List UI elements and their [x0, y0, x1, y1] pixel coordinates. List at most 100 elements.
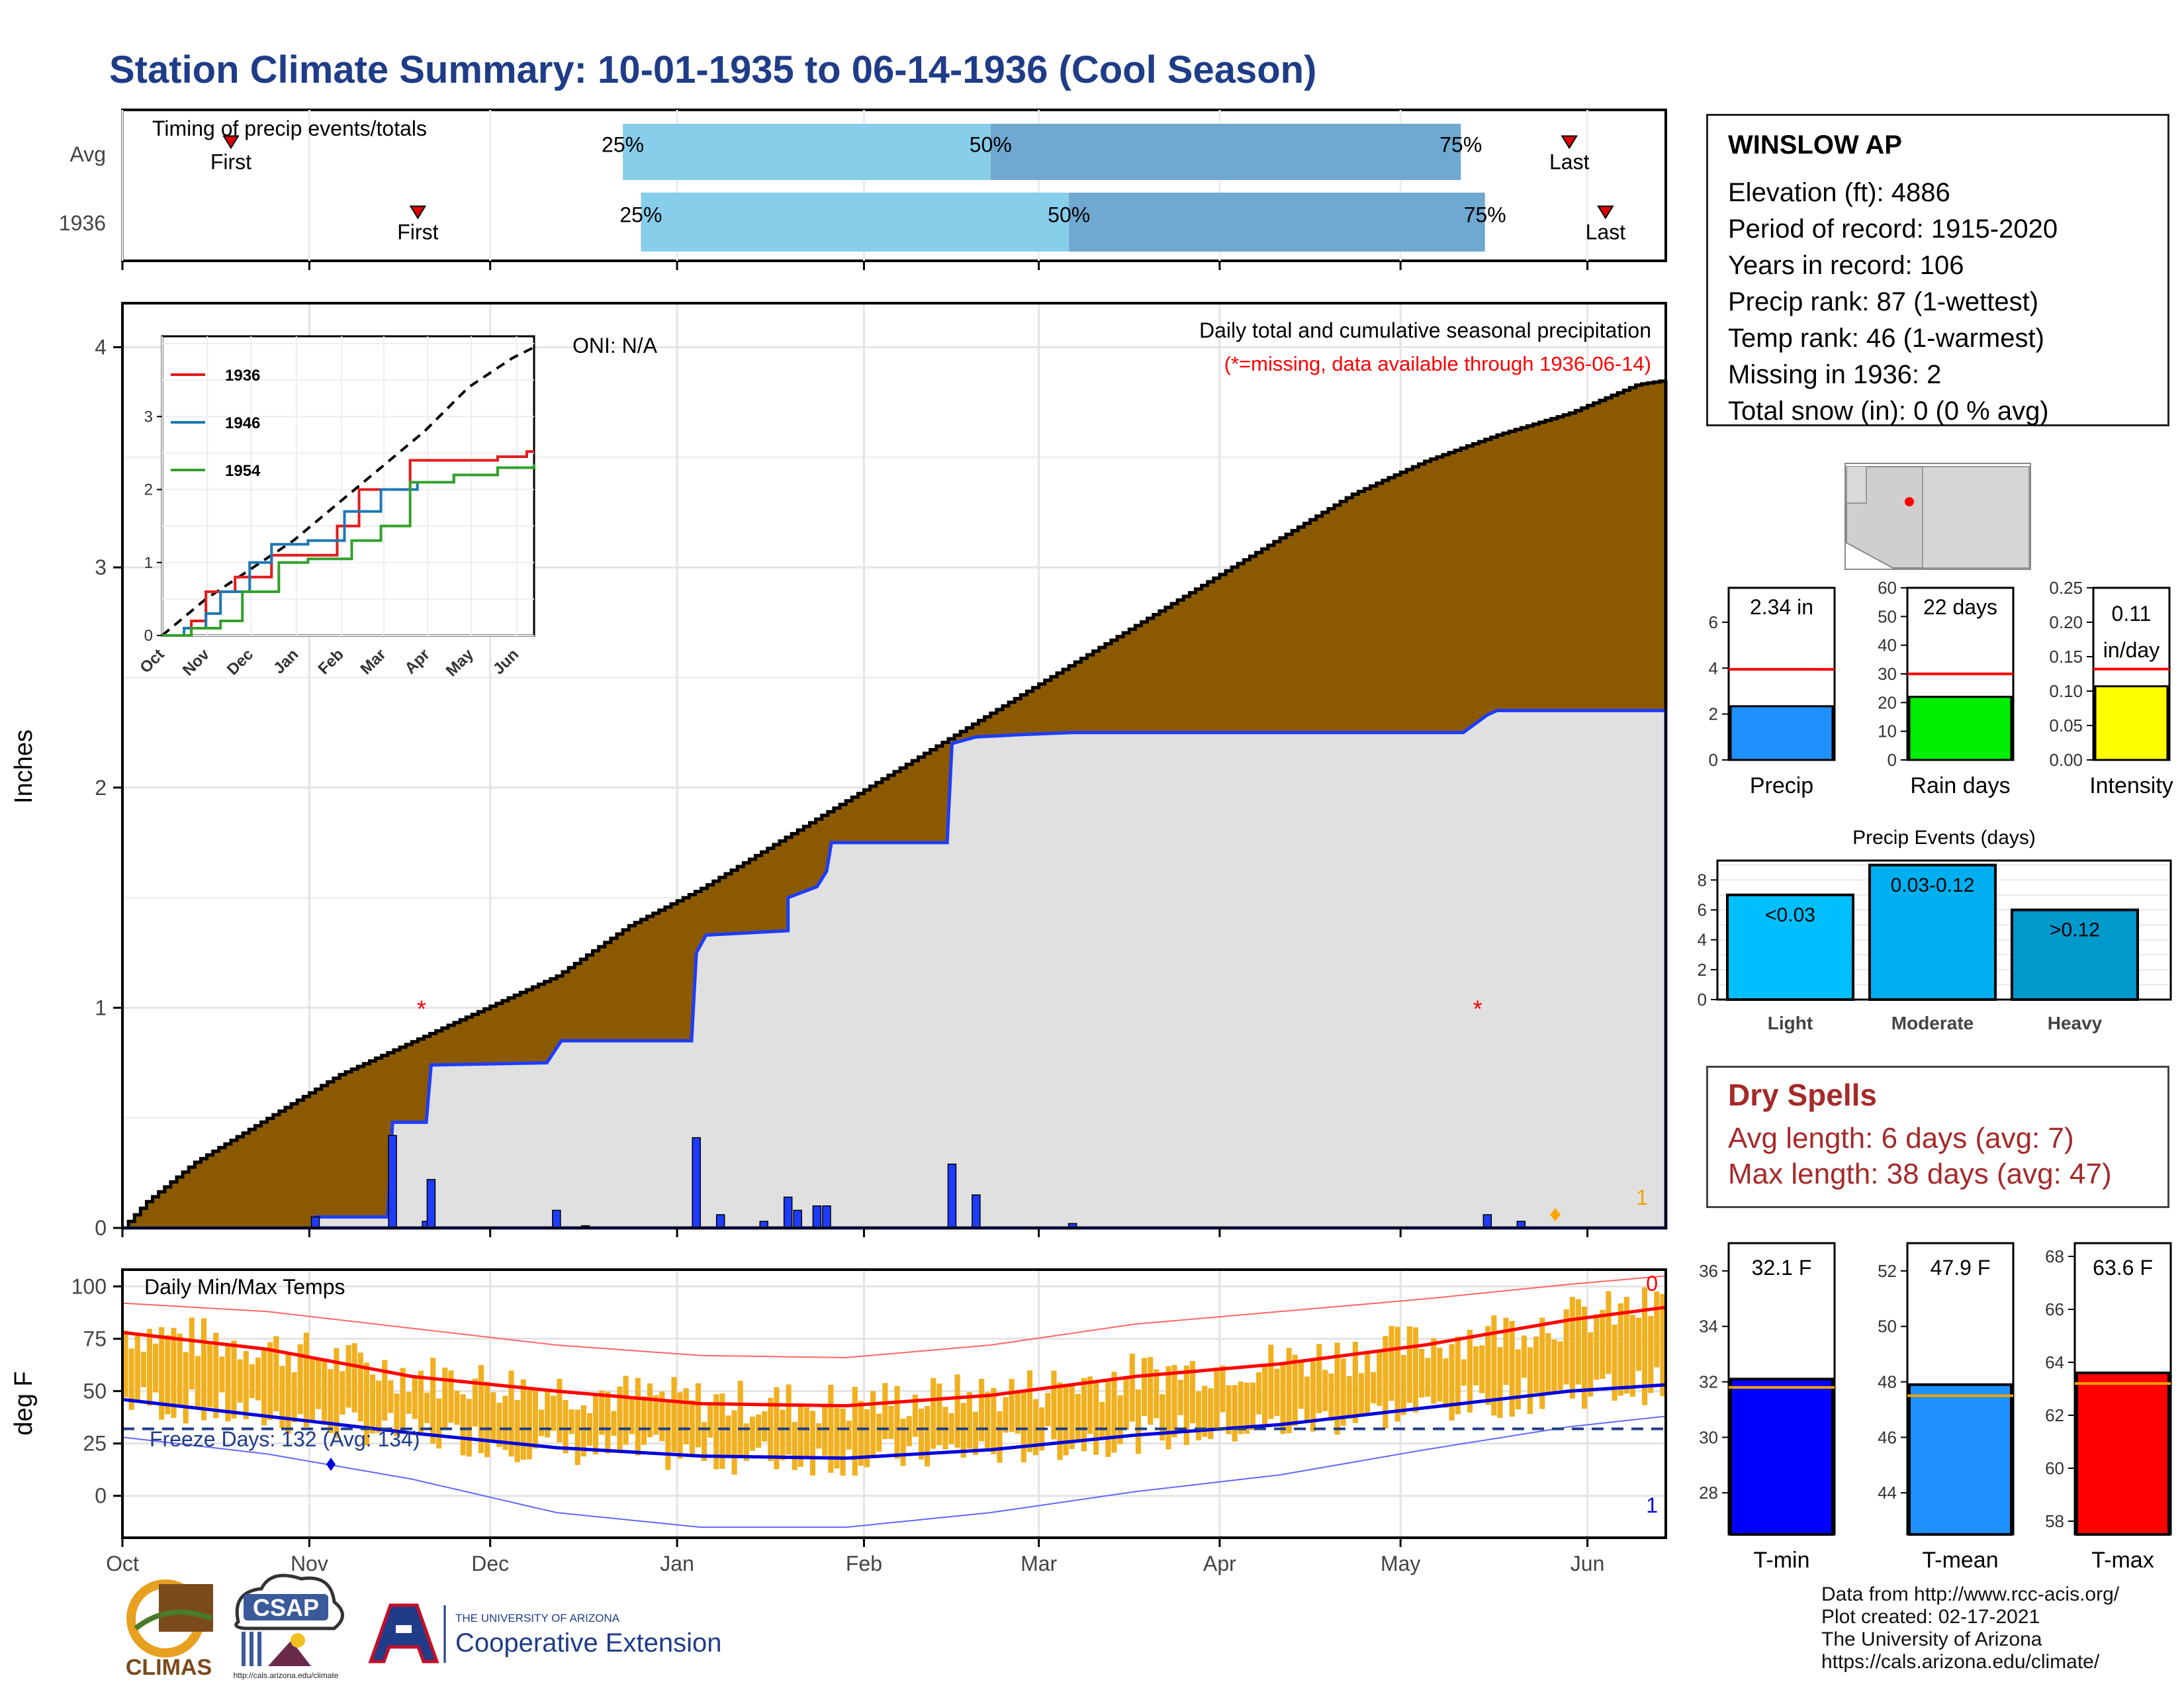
daily-temp-bar [1009, 1379, 1015, 1432]
daily-temp-bar [1497, 1346, 1503, 1418]
daily-temp-bar [388, 1380, 394, 1413]
daily-temp-bar [1545, 1333, 1551, 1395]
daily-temp-bar [1365, 1353, 1371, 1413]
climas-logo: CLIMAS [126, 1579, 213, 1680]
inset-ytick-label: 2 [144, 481, 153, 499]
daily-temp-bar [659, 1391, 665, 1442]
station-elevation: Elevation (ft): 4886 [1728, 178, 1950, 207]
daily-temp-bar [1377, 1352, 1383, 1406]
daily-temp-bar [1635, 1317, 1642, 1371]
daily-temp-bar [1003, 1397, 1009, 1433]
temp-summary-label: T-min [1754, 1548, 1810, 1573]
daily-temp-bar [351, 1343, 357, 1413]
daily-precip-bar [426, 1179, 436, 1229]
summary-bar-intensity [2094, 685, 2169, 761]
daily-temp-bar [671, 1377, 677, 1452]
climas-swoosh [134, 1609, 213, 1631]
daily-temp-bar [328, 1369, 334, 1434]
daily-temp-bar [345, 1345, 351, 1408]
events-bar-label: Light [1768, 1013, 1813, 1033]
daily-temp-bar [1262, 1365, 1268, 1426]
ua-logo: THE UNIVERSITY OF ARIZONA Cooperative Ex… [368, 1603, 721, 1664]
daily-precip-bar [783, 1196, 793, 1229]
summary-ytick-label: 20 [1878, 692, 1897, 712]
timing-last-label: Last [1549, 150, 1590, 174]
daily-temp-bar [400, 1368, 406, 1434]
summary-value-label: 2.34 in [1750, 595, 1813, 619]
precip-ytick-label: 0 [95, 1216, 107, 1240]
inset-ytick-label: 1 [144, 554, 153, 572]
temp-summary-ytick-label: 44 [1878, 1483, 1897, 1503]
timing-last-label: Last [1586, 220, 1626, 244]
daily-temp-bar [1268, 1344, 1274, 1419]
temp-summary-ytick-label: 66 [2045, 1299, 2064, 1319]
daily-temp-bar [1660, 1293, 1666, 1397]
timing-first-label: First [210, 150, 251, 174]
missing-day-marker: * [1473, 995, 1482, 1022]
daily-temp-bar [900, 1419, 906, 1466]
daily-temp-bar [569, 1409, 574, 1434]
station-years: Years in record: 106 [1728, 251, 1964, 280]
ua-a-bar [396, 1625, 412, 1633]
daily-temp-bar [382, 1360, 388, 1421]
daily-temp-bar [1617, 1303, 1623, 1396]
oni-label: ONI: N/A [572, 334, 658, 357]
daily-temp-bar [906, 1416, 912, 1446]
daily-temp-bar [936, 1383, 942, 1446]
csap-logo: CSAP http://cals.arizona.edu/climate [234, 1573, 344, 1680]
snow-marker [1550, 1208, 1561, 1221]
min-temp-marker [326, 1458, 336, 1471]
daily-temp-bar [894, 1385, 900, 1459]
daily-temp-bar [1021, 1391, 1026, 1463]
temp-summary-ytick-label: 64 [2045, 1352, 2064, 1372]
temp-panel: 0 25 50 75 100 deg F Daily Min/Max Temps Fre… [10, 1268, 1667, 1575]
temp-panel-label: Daily Min/Max Temps [144, 1275, 345, 1299]
daily-temp-bar [478, 1365, 484, 1454]
temp-summary-label: T-max [2091, 1548, 2154, 1573]
timing-first-label: First [397, 220, 438, 244]
daily-temp-bar [153, 1343, 159, 1393]
daily-temp-bar [1220, 1365, 1226, 1413]
daily-temp-bar [412, 1376, 418, 1419]
daily-temp-bar [1033, 1399, 1039, 1456]
daily-temp-bar [146, 1329, 153, 1406]
precip-ytick-label: 2 [95, 776, 107, 800]
daily-temp-bar [285, 1352, 291, 1434]
events-bar-label: Heavy [2048, 1013, 2103, 1033]
daily-temp-bar [1244, 1382, 1250, 1434]
timing-p50-label: 50% [1048, 203, 1090, 227]
credit-line: Data from http://www.rcc-acis.org/ [1821, 1583, 2120, 1605]
temp-ytick-label: 0 [95, 1484, 107, 1508]
daily-temp-bar [424, 1392, 430, 1423]
daily-temp-bar [369, 1374, 376, 1434]
daily-temp-bar [599, 1390, 605, 1435]
month-label: Jan [660, 1552, 694, 1575]
daily-temp-bar [1298, 1361, 1304, 1409]
daily-temp-bar [1569, 1297, 1575, 1399]
daily-temp-bar [1099, 1401, 1105, 1440]
daily-temp-bar [574, 1409, 580, 1466]
logos: CLIMAS CSAP http://cals.arizona.edu/clim… [126, 1573, 721, 1680]
station-temp-rank: Temp rank: 46 (1-warmest) [1728, 324, 2044, 353]
daily-temp-bar [1026, 1370, 1033, 1452]
daily-temp-bar [279, 1366, 285, 1429]
daily-temp-bar [972, 1411, 979, 1455]
daily-temp-bar [261, 1347, 267, 1426]
daily-temp-bar [1051, 1370, 1057, 1440]
events-ytick-label: 0 [1698, 990, 1707, 1009]
timing-first-marker [222, 135, 240, 150]
daily-temp-bar [1123, 1378, 1129, 1430]
daily-temp-bar [1419, 1348, 1425, 1398]
daily-precip-bar [552, 1209, 561, 1229]
daily-temp-bar [1485, 1326, 1491, 1405]
daily-temp-bar [774, 1387, 780, 1470]
daily-temp-bar [448, 1370, 454, 1423]
daily-temp-bar [882, 1383, 888, 1440]
precip-header: Daily total and cumulative seasonal prec… [1199, 318, 1651, 342]
daily-temp-bar [539, 1409, 545, 1436]
daily-temp-bar [1431, 1338, 1437, 1404]
daily-temp-bar [557, 1378, 563, 1443]
daily-temp-bar [363, 1362, 369, 1446]
daily-temp-bar [297, 1344, 303, 1415]
